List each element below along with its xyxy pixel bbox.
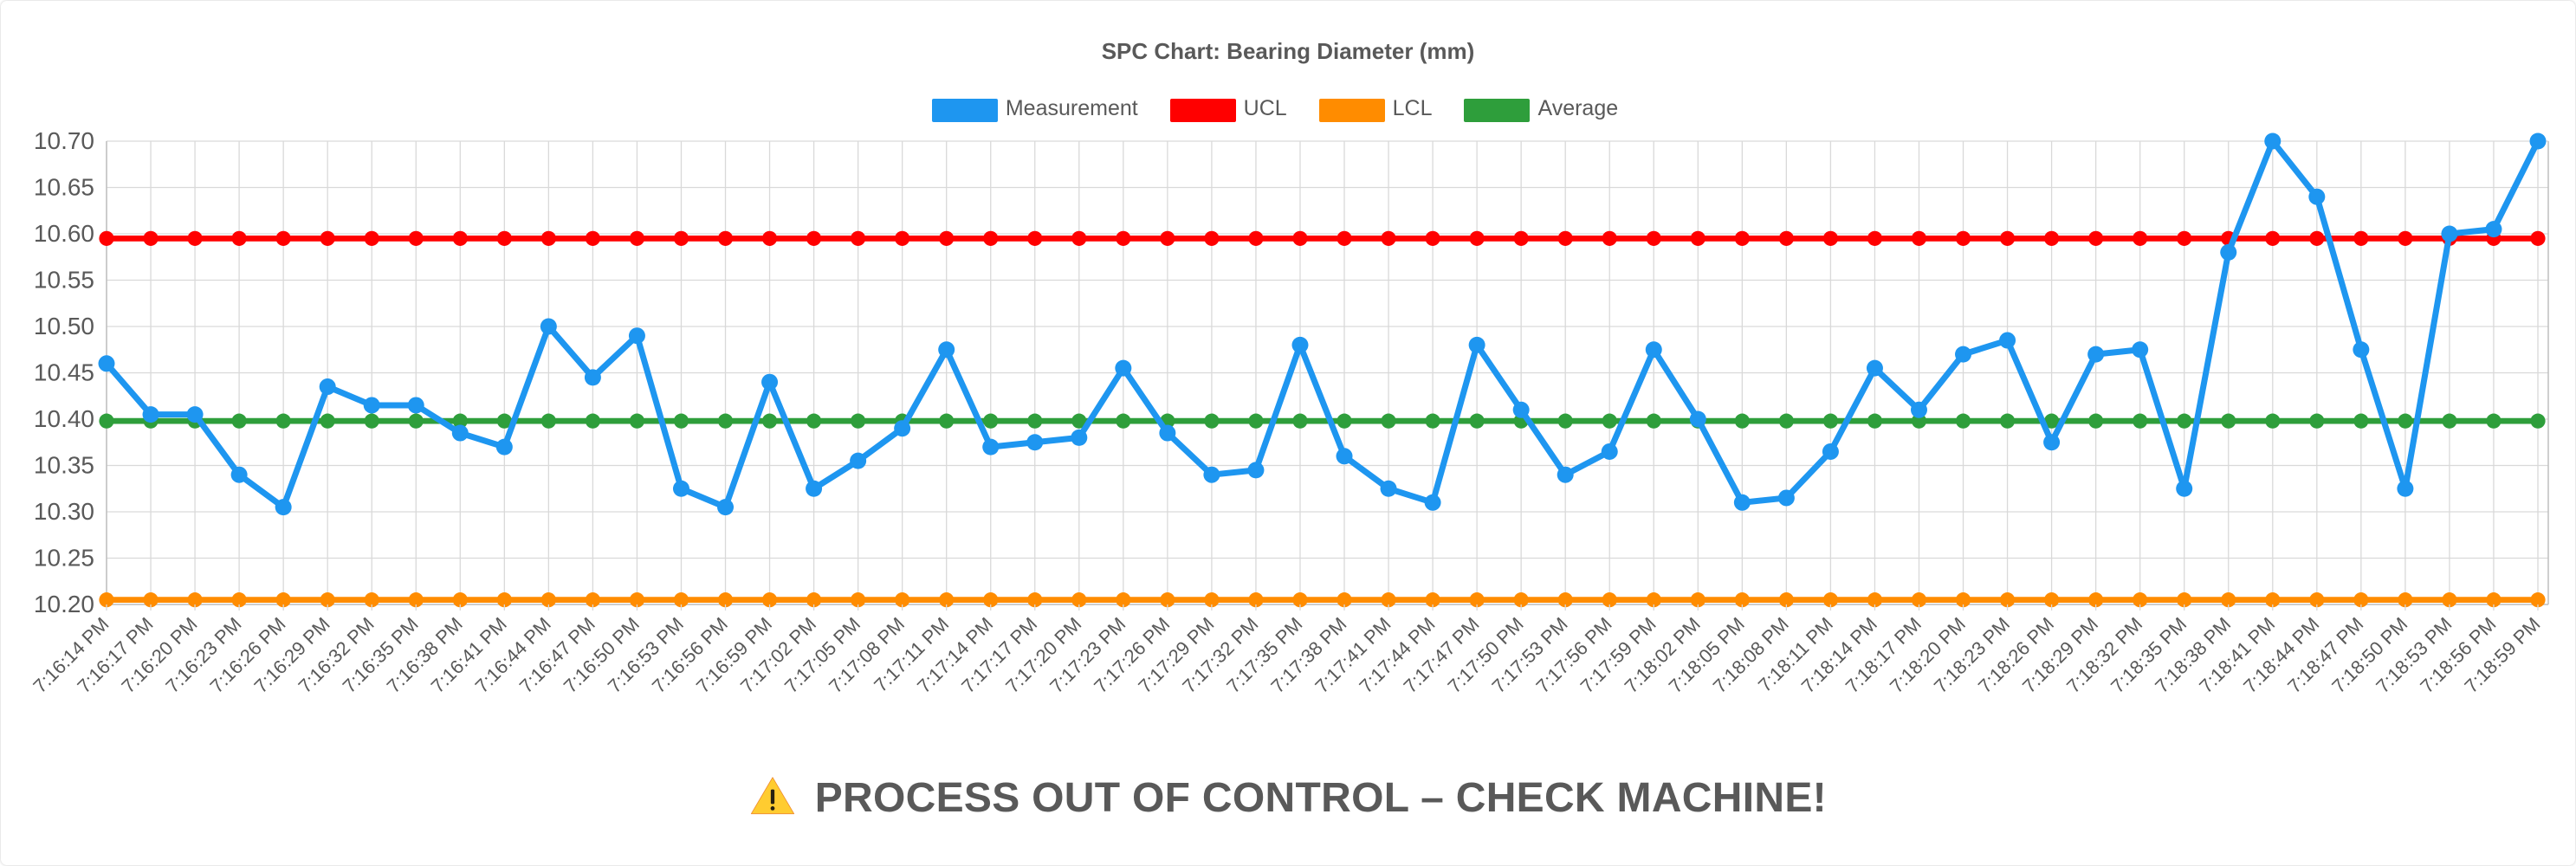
svg-text:10.25: 10.25 — [34, 545, 94, 572]
svg-text:10.40: 10.40 — [34, 405, 94, 432]
svg-text:10.70: 10.70 — [34, 127, 94, 154]
svg-text:10.60: 10.60 — [34, 220, 94, 247]
svg-text:10.55: 10.55 — [34, 267, 94, 294]
svg-text:10.50: 10.50 — [34, 313, 94, 339]
svg-text:10.20: 10.20 — [34, 591, 94, 617]
svg-text:10.45: 10.45 — [34, 359, 94, 386]
svg-text:10.65: 10.65 — [34, 174, 94, 201]
svg-text:10.30: 10.30 — [34, 498, 94, 525]
svg-text:10.35: 10.35 — [34, 452, 94, 479]
